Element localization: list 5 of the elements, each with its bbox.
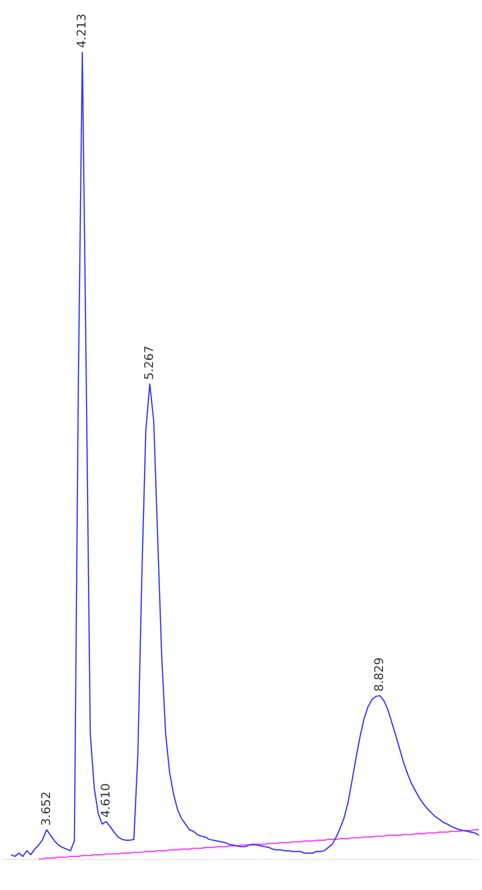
annotation: 4.610 (98, 783, 112, 818)
annotation: 8.829 (372, 657, 386, 692)
annotation: 5.267 (142, 346, 156, 380)
annotation: 3.652 (38, 791, 53, 826)
annotation: 4.213 (74, 14, 88, 48)
